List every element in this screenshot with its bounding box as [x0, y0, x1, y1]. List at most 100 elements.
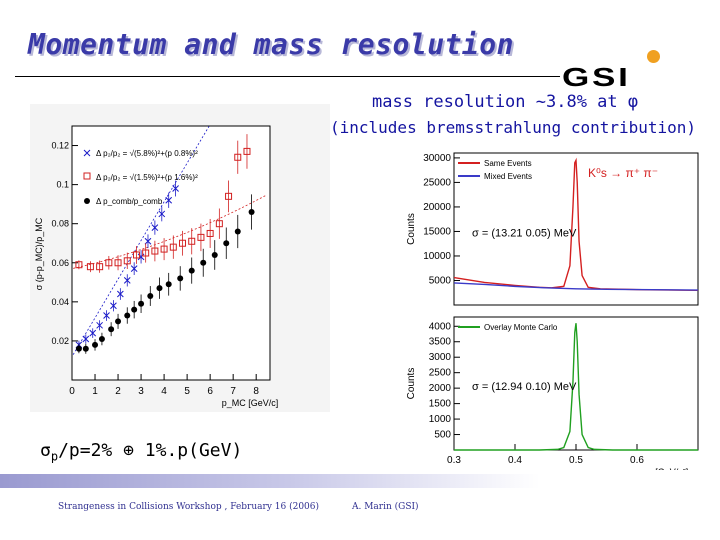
y-tick-label: 15000: [423, 226, 451, 237]
data-point-circle: [234, 228, 241, 235]
x-tick-label: 8: [253, 386, 259, 397]
subtitle-bremsstrahlung: (includes bremsstrahlung contribution): [330, 118, 697, 137]
data-point-x: [144, 237, 152, 245]
footer-band: [0, 474, 720, 488]
data-point-square: [151, 247, 159, 255]
data-point-x: [130, 265, 138, 272]
y-tick-label: 0.12: [51, 141, 69, 151]
y-axis-label: Counts: [406, 213, 417, 245]
data-point-circle: [200, 259, 207, 266]
footer-author: A. Marin (GSI): [352, 502, 419, 512]
slide-title: Momentum and mass resolution: [28, 28, 515, 61]
data-point-circle: [108, 326, 115, 333]
momentum-resolution-plot: 0 1 2 3 4 5 6 7 8 0.02 0.04 0.06 0.08 0.1 0.12 σ (p-p_M…: [30, 104, 330, 412]
panel-frame: [453, 152, 699, 306]
x-tick-label: 0.5: [569, 455, 583, 466]
legend-marker-square: [83, 172, 91, 180]
data-point-square: [188, 237, 196, 245]
y-tick-label: 10000: [423, 251, 451, 262]
legend-label: Same Events: [484, 159, 532, 168]
y-tick-label: 3500: [429, 337, 452, 348]
legend-label: Overlay Monte Carlo: [484, 323, 558, 332]
y-axis-label: Counts: [406, 368, 417, 400]
y-axis-label: σ (p-p_MC)/p_MC: [34, 217, 44, 290]
data-point-square: [132, 251, 140, 259]
data-point-square: [234, 153, 242, 161]
y-tick-label: 0.1: [56, 180, 69, 190]
data-point-circle: [165, 281, 172, 288]
logo-dot-icon: [647, 50, 660, 63]
x-tick-label: 2: [115, 386, 121, 397]
data-point-circle: [92, 341, 99, 348]
decay-annotation: K⁰s → π⁺ π⁻: [588, 166, 658, 180]
data-point-circle: [147, 292, 154, 299]
data-point-circle: [75, 345, 82, 352]
x-tick-label: 1: [92, 386, 98, 397]
title-divider: [15, 76, 560, 77]
data-point-square: [142, 249, 150, 257]
data-point-circle: [177, 275, 184, 282]
data-point-x: [151, 224, 159, 231]
y-tick-label: 2500: [429, 368, 452, 379]
data-point-x: [110, 302, 117, 310]
plot-frame: [71, 125, 271, 381]
logo-letters: GSI: [562, 62, 631, 92]
data-point-square: [225, 192, 233, 200]
momentum-resolution-svg: 0 1 2 3 4 5 6 7 8 0.02 0.04 0.06 0.08 0.1 0.12 σ (p-p_M…: [34, 125, 279, 408]
x-tick-label: 6: [207, 386, 213, 397]
resolution-label: σ = (13.21 0.05) MeV: [472, 228, 577, 240]
formula-sigma: σ: [40, 440, 51, 461]
y-tick-label: 2000: [429, 383, 452, 394]
series-line-0: [454, 323, 698, 451]
data-point-circle: [248, 208, 255, 215]
x-tick-label: 0.4: [508, 455, 522, 466]
x-tick-label: 0: [69, 386, 75, 397]
invariant-mass-svg: 5000 10000 15000 20000 25000 30000 Counts Same …: [406, 152, 699, 477]
data-point-x: [116, 290, 124, 298]
data-point-square: [215, 220, 223, 228]
x-axis-label: p_MC [GeV/c]: [222, 398, 279, 408]
data-point-square: [169, 243, 177, 251]
y-tick-label: 5000: [429, 275, 452, 286]
data-point-square: [105, 259, 113, 267]
x-tick-label: 3: [138, 386, 144, 397]
data-point-square: [179, 239, 187, 247]
subtitle-mass-resolution: mass resolution ~3.8% at φ: [372, 92, 639, 112]
data-point-x: [103, 312, 110, 319]
data-point-circle: [156, 285, 163, 292]
data-point-square: [243, 147, 251, 155]
y-tick-label: 30000: [423, 153, 451, 164]
x-tick-label: 5: [184, 386, 190, 397]
legend-label: Mixed Events: [484, 172, 532, 181]
data-point-x: [89, 329, 97, 337]
data-point-x: [123, 277, 131, 284]
y-tick-label: 25000: [423, 177, 451, 188]
data-point-circle: [138, 300, 145, 307]
data-point-circle: [115, 318, 122, 325]
x-tick-label: 7: [230, 386, 236, 397]
invariant-mass-plots: 5000 10000 15000 20000 25000 30000 Counts Same …: [398, 145, 710, 477]
resolution-label: σ = (12.94 0.10) MeV: [472, 381, 577, 393]
legend-label: Δ p_comb/p_comb: [96, 197, 163, 206]
data-point-x: [165, 196, 173, 204]
data-point-circle: [188, 267, 195, 274]
data-point-x: [158, 210, 166, 218]
data-point-x: [172, 185, 179, 192]
y-tick-label: 1500: [429, 399, 452, 410]
y-tick-label: 1000: [429, 414, 452, 425]
data-point-x: [96, 321, 103, 329]
y-tick-label: 500: [434, 430, 451, 441]
data-point-circle: [98, 335, 105, 342]
data-point-circle: [131, 306, 138, 313]
y-tick-label: 0.08: [51, 219, 69, 229]
panel-frame: [453, 316, 699, 451]
resolution-formula: σp/p=2% ⊕ 1%.p(GeV): [40, 440, 242, 464]
series-line-1: [453, 282, 699, 291]
data-point-square: [160, 245, 168, 253]
legend-label: Δ p₂/p₂ = √(5.8%)²+(p 0.8%)²: [96, 149, 198, 158]
y-tick-label: 4000: [429, 321, 452, 332]
data-point-circle: [223, 240, 230, 247]
y-tick-label: 3000: [429, 352, 452, 363]
data-point-circle: [82, 345, 89, 352]
data-point-circle: [211, 251, 218, 258]
